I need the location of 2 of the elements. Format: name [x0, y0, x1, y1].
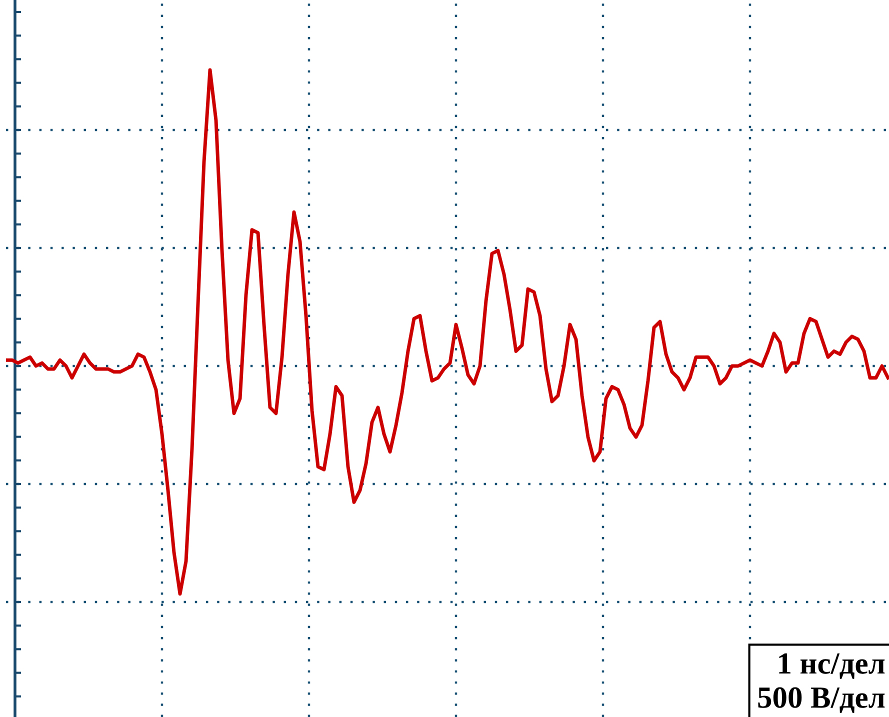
text: 500 В/дел — [758, 687, 885, 713]
text: 1 нс/дел — [779, 653, 885, 679]
